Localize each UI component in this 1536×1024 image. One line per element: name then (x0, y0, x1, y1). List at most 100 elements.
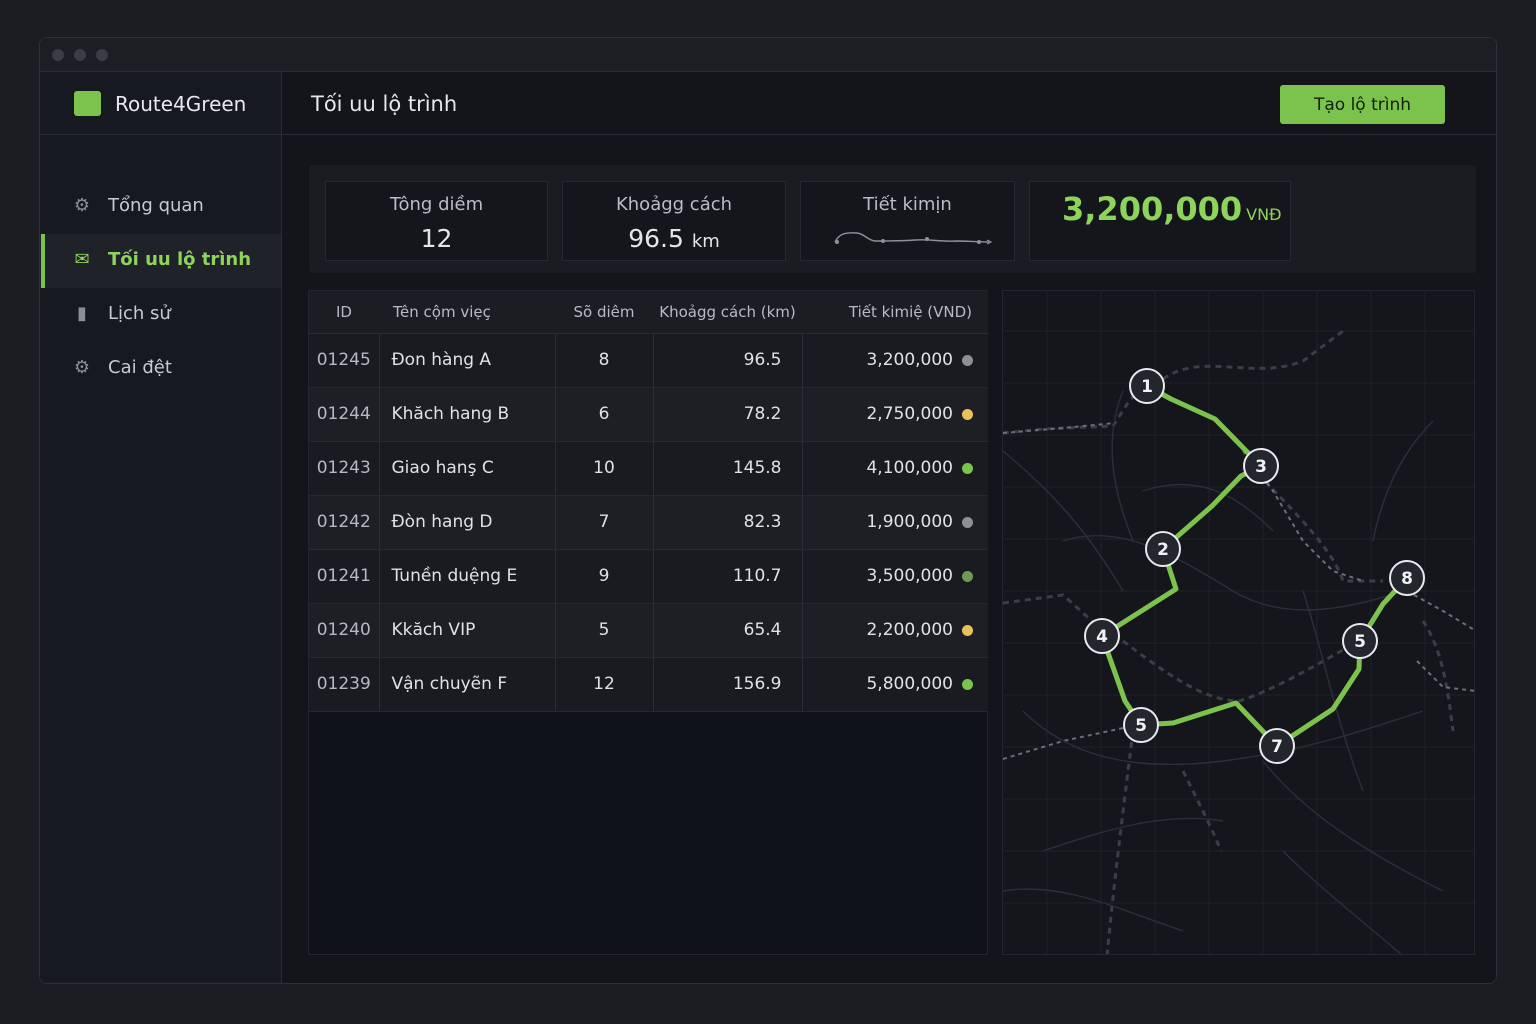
gear-icon: ⚙ (73, 195, 91, 216)
route-stop-label: 5 (1354, 632, 1366, 652)
sidebar: Route4Green ⚙ Tổng quan ✉ Tối uu lộ trìn… (40, 72, 282, 983)
cell-name: Đòn hang D (379, 495, 556, 550)
stat-card-total-points: Tông diềm 12 (325, 181, 548, 261)
cell-id: 01243 (309, 441, 380, 496)
sidebar-item-label: Tổng quan (108, 195, 204, 216)
route-stop-marker[interactable]: 1 (1129, 368, 1165, 404)
cell-count: 10 (555, 441, 654, 496)
table-row[interactable]: 01241 Tunền duệng E 9 110.7 3,500,000 (309, 549, 988, 604)
cell-savings: 2,750,000 (802, 387, 988, 442)
stat-value: 12 (420, 224, 453, 253)
route-stop-label: 5 (1135, 716, 1147, 736)
route-map[interactable]: 1 3 2 4 5 7 5 8 (1002, 290, 1475, 955)
routes-table: ID Tên cộm viẹç Sõ diêm Khoảgg cách (km)… (308, 290, 988, 955)
cell-id: 01239 (309, 657, 380, 712)
cell-distance: 82.3 (653, 495, 803, 550)
route-stop-marker[interactable]: 7 (1259, 728, 1295, 764)
column-header-count[interactable]: Sõ diêm (555, 291, 653, 334)
sidebar-item-label: Lịch sử (108, 303, 171, 324)
cell-count: 6 (555, 387, 654, 442)
stat-card-distance: Khoảgg cách 96.5 km (562, 181, 786, 261)
column-header-distance[interactable]: Khoảgg cách (km) (653, 291, 802, 334)
cell-savings: 4,100,000 (802, 441, 988, 496)
route-map-canvas[interactable]: 1 3 2 4 5 7 5 8 (1003, 291, 1475, 955)
status-dot-icon (962, 679, 973, 690)
savings-value: 5,800,000 (866, 674, 953, 694)
cell-name: Khăch hang B (379, 387, 556, 442)
savings-value: 3,500,000 (866, 566, 953, 586)
stats-panel: Tông diềm 12 Khoảgg cách 96.5 km Tiết ki… (309, 165, 1476, 273)
route-stop-marker[interactable]: 8 (1389, 560, 1425, 596)
table-row[interactable]: 01245 Đon hàng A 8 96.5 3,200,000 (309, 333, 988, 388)
cell-count: 9 (555, 549, 654, 604)
stat-card-savings-total: 3,200,000 VNĐ (1029, 181, 1291, 261)
cell-id: 01244 (309, 387, 380, 442)
window-minimize-control[interactable] (74, 49, 86, 61)
cell-savings: 2,200,000 (802, 603, 988, 658)
table-row[interactable]: 01244 Khăch hang B 6 78.2 2,750,000 (309, 387, 988, 442)
mail-icon: ✉ (74, 249, 90, 270)
stat-label: Tông diềm (389, 194, 484, 215)
window-zoom-control[interactable] (96, 49, 108, 61)
stat-label: Khoảgg cách (615, 194, 733, 215)
cell-distance: 145.8 (653, 441, 803, 496)
sidebar-item-history[interactable]: ▮ Lịch sử (40, 288, 281, 342)
savings-total-unit: VNĐ (1246, 205, 1282, 224)
column-header-savings[interactable]: Tiết kimiệ (VND) (802, 291, 988, 334)
status-dot-icon (962, 517, 973, 528)
optimized-route-line (1099, 383, 1410, 749)
table-row[interactable]: 01239 Vận chuyẽn F 12 156.9 5,800,000 (309, 657, 988, 712)
sidebar-item-label: Cai đệt (108, 357, 172, 378)
sidebar-item-settings[interactable]: ⚙ Cai đệt (40, 342, 281, 396)
cell-name: Tunền duệng E (379, 549, 556, 604)
stat-unit: km (691, 231, 720, 252)
status-dot-icon (962, 409, 973, 420)
cell-distance: 65.4 (653, 603, 803, 658)
sidebar-item-overview[interactable]: ⚙ Tổng quan (40, 180, 281, 234)
route-stop-label: 8 (1401, 569, 1413, 589)
savings-value: 2,750,000 (866, 404, 953, 424)
cell-count: 8 (555, 333, 654, 388)
route-stop-label: 2 (1157, 540, 1169, 560)
create-route-button[interactable]: Tạo lộ trình (1280, 85, 1445, 124)
cell-count: 12 (555, 657, 654, 712)
cell-id: 01242 (309, 495, 380, 550)
cell-distance: 110.7 (653, 549, 803, 604)
route-stop-marker[interactable]: 5 (1342, 623, 1378, 659)
table-row[interactable]: 01240 Kkăch VIP 5 65.4 2,200,000 (309, 603, 988, 658)
app-name: Route4Green (115, 92, 247, 116)
table-row[interactable]: 01243 Giao hanş C 10 145.8 4,100,000 (309, 441, 988, 496)
column-header-id[interactable]: ID (309, 291, 379, 334)
cell-savings: 3,200,000 (802, 333, 988, 388)
brand[interactable]: Route4Green (40, 72, 282, 135)
sidebar-item-route-optimization[interactable]: ✉ Tối uu lộ trình (40, 234, 281, 288)
status-dot-icon (962, 625, 973, 636)
route-stop-marker[interactable]: 5 (1123, 707, 1159, 743)
window-close-control[interactable] (52, 49, 64, 61)
savings-value: 2,200,000 (866, 620, 953, 640)
app-window: Route4Green ⚙ Tổng quan ✉ Tối uu lộ trìn… (39, 37, 1497, 984)
column-header-name[interactable]: Tên cộm viẹç (379, 291, 555, 334)
cell-distance: 156.9 (653, 657, 803, 712)
cell-name: Đon hàng A (379, 333, 556, 388)
route-stop-label: 7 (1271, 737, 1283, 757)
cell-id: 01241 (309, 549, 380, 604)
table-row[interactable]: 01242 Đòn hang D 7 82.3 1,900,000 (309, 495, 988, 550)
route-stop-marker[interactable]: 3 (1243, 448, 1279, 484)
route-stop-marker[interactable]: 4 (1084, 618, 1120, 654)
settings-icon: ⚙ (73, 357, 91, 378)
cell-savings: 5,800,000 (802, 657, 988, 712)
status-dot-icon (962, 463, 973, 474)
route-stops: 1 3 2 4 5 7 5 8 (1084, 368, 1425, 764)
stat-value: 96.5 km (628, 224, 720, 253)
cell-name: Kkăch VIP (379, 603, 556, 658)
top-bar: Tối uu lộ trình Tạo lộ trình (283, 72, 1496, 135)
savings-sparkline (834, 232, 993, 245)
cell-count: 5 (555, 603, 654, 658)
route-stop-marker[interactable]: 2 (1145, 531, 1181, 567)
savings-value: 1,900,000 (866, 512, 953, 532)
route-stop-label: 4 (1096, 627, 1108, 647)
cell-id: 01245 (309, 333, 380, 388)
stat-label: Tiết kimịn (863, 194, 952, 215)
route-stop-label: 3 (1255, 457, 1267, 477)
